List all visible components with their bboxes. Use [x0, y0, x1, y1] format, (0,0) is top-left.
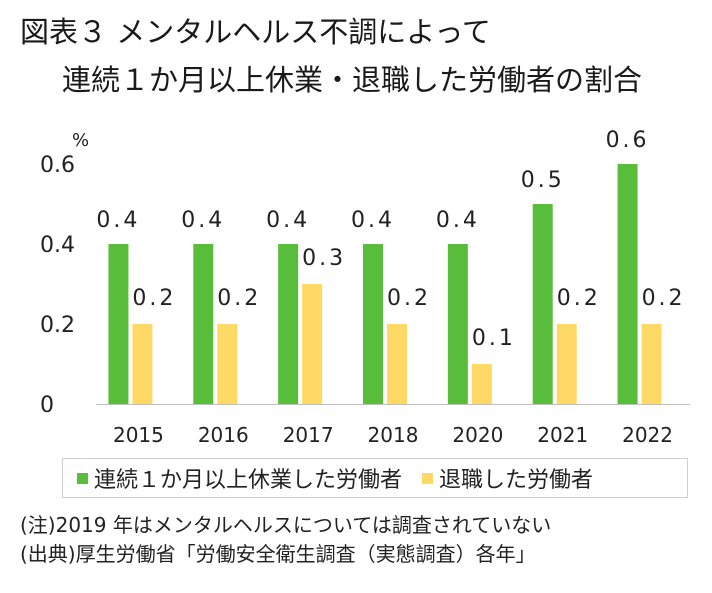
- x-tick-label: 2017: [283, 423, 334, 447]
- x-tick-label: 2018: [368, 423, 419, 447]
- x-tick-label: 2022: [622, 423, 673, 447]
- data-label-retire: 0.1: [472, 326, 516, 351]
- data-label-leave: 0.4: [96, 208, 140, 233]
- data-label-retire: 0.3: [302, 246, 346, 271]
- bar-leave: [193, 244, 214, 404]
- bar-leave: [108, 244, 129, 404]
- data-label-leave: 0.4: [436, 208, 480, 233]
- bar-retire: [471, 364, 492, 404]
- source-note: (出典)厚生労働省「労働安全衛生調査（実態調査）各年」: [20, 542, 536, 566]
- x-axis: 2015 2016 2017 2018 2020 2021 2022: [96, 404, 690, 447]
- legend: 連続１か月以上休業した労働者 退職した労働者: [62, 458, 688, 498]
- x-tick-label: 2016: [198, 423, 249, 447]
- bar-leave: [532, 204, 553, 404]
- data-label-retire: 0.2: [217, 286, 261, 311]
- bar-retire: [217, 324, 238, 404]
- bar-leave: [617, 164, 638, 404]
- data-label-leave: 0.4: [351, 208, 395, 233]
- y-tick-label: 0.2: [40, 313, 75, 338]
- x-tick-label: 2021: [537, 423, 588, 447]
- legend-item-retire: 退職した労働者: [422, 462, 593, 494]
- legend-item-leave: 連続１か月以上休業した労働者: [77, 462, 402, 494]
- bar-leave: [363, 244, 383, 404]
- bar-retire: [302, 284, 323, 404]
- bar-retire: [387, 324, 407, 404]
- data-label-leave: 0.4: [181, 208, 225, 233]
- legend-swatch-retire: [422, 472, 434, 484]
- bar-retire: [132, 324, 153, 404]
- y-unit-label: %: [72, 130, 89, 151]
- y-axis: 0 0.2 0.4 0.6%: [40, 130, 89, 418]
- data-label-retire: 0.2: [557, 286, 601, 311]
- legend-swatch-leave: [77, 472, 88, 484]
- bar-leave: [447, 244, 468, 404]
- y-tick-label: 0.6: [40, 153, 75, 178]
- x-tick-label: 2015: [113, 423, 164, 447]
- data-label-leave: 0.5: [521, 168, 565, 193]
- y-tick-label: 0.4: [40, 233, 75, 258]
- chart-title-line2: 連続１か月以上休業・退職した労働者の割合: [62, 63, 643, 97]
- bar-chart: 00.20.40.6% 0.40.20.40.20.40.30.40.20.40…: [40, 128, 690, 447]
- footnote: (注)2019 年はメンタルヘルスについては調査されていない: [20, 513, 552, 537]
- legend-label-retire: 退職した労働者: [439, 468, 594, 493]
- bars: 0.40.20.40.20.40.30.40.20.40.10.50.20.60…: [96, 128, 686, 404]
- chart-title-line1: 図表３ メンタルヘルス不調によって: [20, 15, 491, 49]
- legend-label-leave: 連続１か月以上休業した労働者: [94, 468, 403, 493]
- data-label-leave: 0.4: [266, 208, 310, 233]
- bar-retire: [641, 324, 662, 404]
- bar-leave: [278, 244, 299, 404]
- y-tick-label: 0: [40, 393, 54, 418]
- data-label-retire: 0.2: [387, 286, 431, 311]
- bar-retire: [556, 324, 577, 404]
- data-label-retire: 0.2: [642, 286, 686, 311]
- data-label-retire: 0.2: [132, 286, 176, 311]
- x-tick-label: 2020: [452, 423, 503, 447]
- data-label-leave: 0.6: [606, 128, 650, 153]
